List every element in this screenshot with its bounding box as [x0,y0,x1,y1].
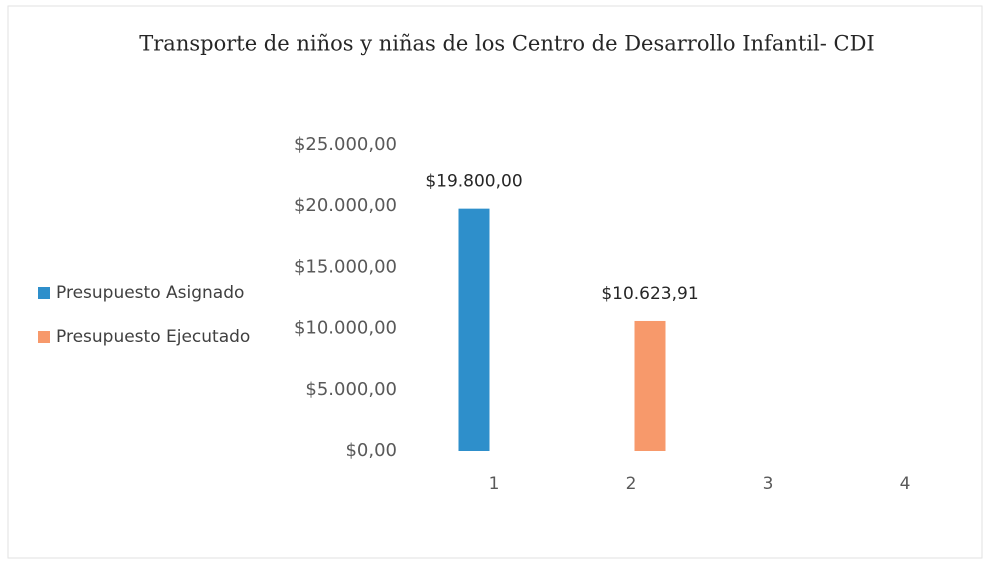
legend-swatch [38,331,50,343]
data-label: $19.800,00 [425,172,522,192]
legend-label: Presupuesto Asignado [56,283,244,303]
bar [634,320,666,451]
x-tick-label: 3 [763,474,774,494]
legend-swatch [38,287,50,299]
x-tick-label: 2 [626,474,637,494]
y-tick-label: $0,00 [345,440,397,461]
bar [458,208,490,451]
x-tick-label: 1 [489,474,500,494]
chart-frame [7,5,983,559]
data-label: $10.623,91 [601,284,698,304]
y-tick-label: $25.000,00 [294,134,397,155]
y-tick-label: $15.000,00 [294,256,397,277]
y-tick-label: $5.000,00 [305,379,397,400]
y-tick-label: $20.000,00 [294,195,397,216]
y-tick-label: $10.000,00 [294,318,397,339]
chart-title: Transporte de niños y niñas de los Centr… [139,32,874,56]
legend-label: Presupuesto Ejecutado [56,327,250,347]
x-tick-label: 4 [900,474,911,494]
